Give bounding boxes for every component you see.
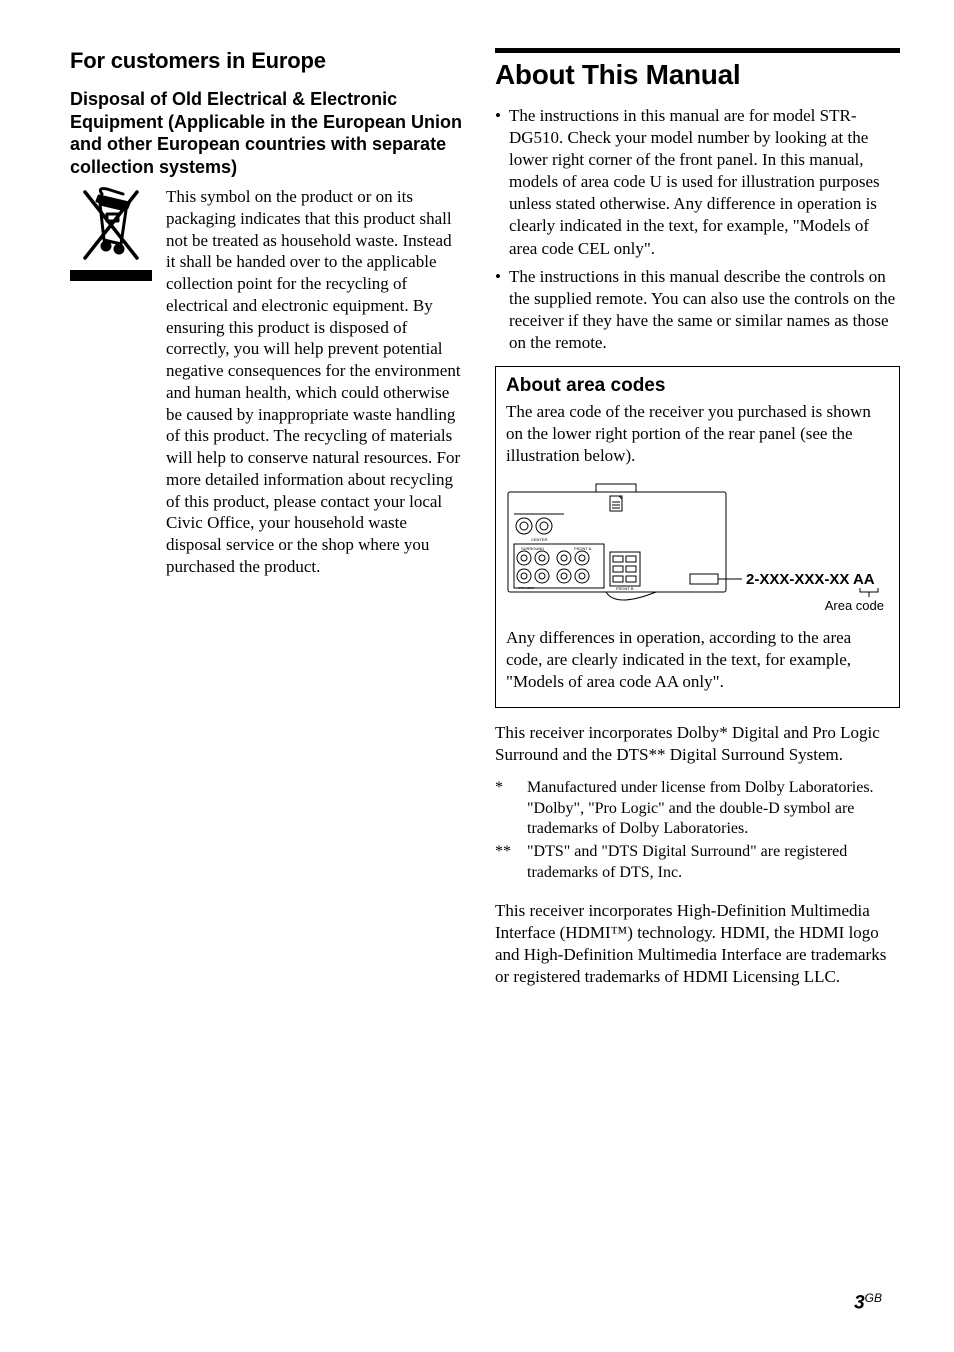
footnote-1: * Manufactured under license from Dolby … xyxy=(495,778,900,840)
footnote-text-1: Manufactured under license from Dolby La… xyxy=(527,778,900,840)
footnote-list: * Manufactured under license from Dolby … xyxy=(495,778,900,884)
right-column: About This Manual The instructions in th… xyxy=(495,48,900,1000)
left-column: For customers in Europe Disposal of Old … xyxy=(70,48,465,1000)
about-bullet-1: The instructions in this manual are for … xyxy=(495,105,900,260)
manual-page: For customers in Europe Disposal of Old … xyxy=(0,0,954,1040)
area-codes-outro: Any differences in operation, according … xyxy=(506,627,889,692)
svg-text:SPEAKERS: SPEAKERS xyxy=(518,586,534,590)
footnote-text-2: "DTS" and "DTS Digital Surround" are reg… xyxy=(527,842,900,884)
area-codes-intro: The area code of the receiver you purcha… xyxy=(506,401,889,466)
disposal-title: Disposal of Old Electrical & Electronic … xyxy=(70,88,465,178)
about-bullet-list: The instructions in this manual are for … xyxy=(495,105,900,354)
disposal-body: This symbol on the product or on its pac… xyxy=(166,186,465,578)
svg-text:CENTER: CENTER xyxy=(531,537,548,542)
area-codes-title: About area codes xyxy=(506,375,889,397)
footnote-2: ** "DTS" and "DTS Digital Surround" are … xyxy=(495,842,900,884)
weee-bin-icon xyxy=(79,186,143,266)
weee-underline-bar xyxy=(70,270,152,281)
hdmi-para: This receiver incorporates High-Definiti… xyxy=(495,900,900,988)
page-number-value: 3 xyxy=(854,1292,865,1313)
footnote-mark-2: ** xyxy=(495,842,517,884)
about-bullet-2: The instructions in this manual describe… xyxy=(495,266,900,354)
rear-panel-illustration: CENTER SURROUND FRONT A xyxy=(506,476,889,621)
page-number: 3GB xyxy=(854,1291,882,1314)
footnote-mark-1: * xyxy=(495,778,517,840)
area-codes-box: About area codes The area code of the re… xyxy=(495,366,900,708)
page-lang: GB xyxy=(865,1291,882,1305)
weee-icon-stack xyxy=(70,186,152,578)
section-rule xyxy=(495,48,900,53)
about-this-manual-title: About This Manual xyxy=(495,59,900,91)
svg-text:FRONT B: FRONT B xyxy=(616,586,634,591)
dolby-intro: This receiver incorporates Dolby* Digita… xyxy=(495,722,900,766)
svg-text:SURROUND: SURROUND xyxy=(521,546,544,551)
europe-heading: For customers in Europe xyxy=(70,48,465,74)
area-code-caption: Area code xyxy=(825,598,884,613)
area-code-sample-text: 2-XXX-XXX-XX AA xyxy=(746,571,875,588)
svg-text:FRONT A: FRONT A xyxy=(574,546,592,551)
disposal-block: This symbol on the product or on its pac… xyxy=(70,186,465,578)
